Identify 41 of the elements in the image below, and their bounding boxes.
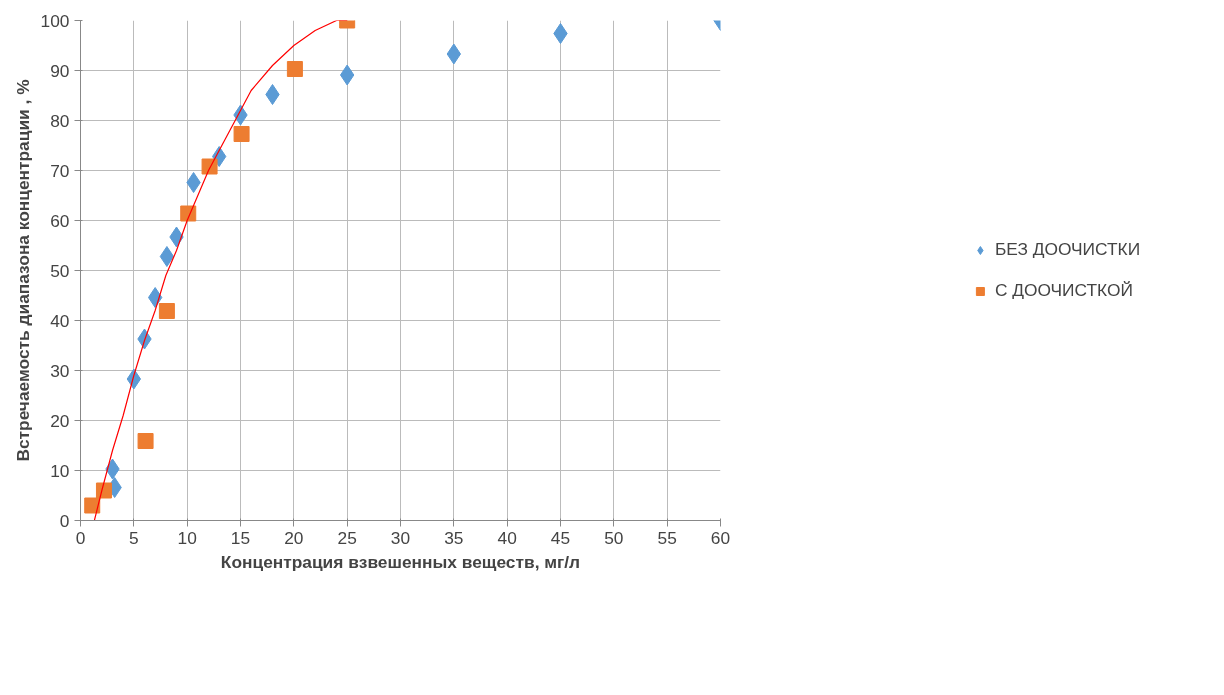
point <box>159 246 175 267</box>
y-tick-label: 0 <box>59 510 70 531</box>
x-axis-title: Концентрация взвешенных веществ, мг/л <box>220 551 581 572</box>
x-tick-label: 35 <box>444 527 464 548</box>
point <box>201 158 218 175</box>
x-tick-label: 55 <box>657 527 677 548</box>
legend-label: С ДООЧИСТКОЙ <box>994 280 1133 301</box>
y-tick-label: 20 <box>50 410 70 431</box>
point <box>553 23 568 44</box>
y-tick-label: 90 <box>50 60 70 81</box>
point <box>233 126 250 142</box>
point <box>137 433 154 449</box>
point <box>265 84 280 105</box>
y-tick-label: 100 <box>40 10 70 31</box>
point <box>158 303 175 319</box>
x-tick-label: 20 <box>284 527 304 548</box>
y-tick-label: 30 <box>50 360 70 381</box>
x-tick-label: 25 <box>337 527 357 548</box>
point <box>286 61 303 77</box>
x-tick-label: 40 <box>497 527 517 548</box>
x-tick-label: 15 <box>230 527 251 548</box>
y-tick-label: 10 <box>50 460 70 481</box>
x-tick-label: 5 <box>129 527 139 548</box>
point <box>84 497 101 514</box>
legend-label: БЕЗ ДООЧИСТКИ <box>994 239 1141 260</box>
y-tick-label: 50 <box>50 260 70 281</box>
y-tick-label: 80 <box>50 110 70 131</box>
x-tick-label: 30 <box>390 527 411 548</box>
x-tick-label: 45 <box>550 527 571 548</box>
y-tick-label: 70 <box>50 160 70 181</box>
point <box>95 482 112 499</box>
y-tick-label: 60 <box>50 210 70 231</box>
point <box>186 172 201 193</box>
x-tick-label: 50 <box>604 527 624 548</box>
x-tick-label: 60 <box>710 527 731 548</box>
x-tick-label: 10 <box>177 527 197 548</box>
point <box>180 205 197 222</box>
point <box>148 287 163 308</box>
x-tick-label: 0 <box>75 527 86 548</box>
y-tick-label: 40 <box>50 310 70 331</box>
y-axis-title: Встречаемость диапазона концентрации , % <box>12 79 33 462</box>
